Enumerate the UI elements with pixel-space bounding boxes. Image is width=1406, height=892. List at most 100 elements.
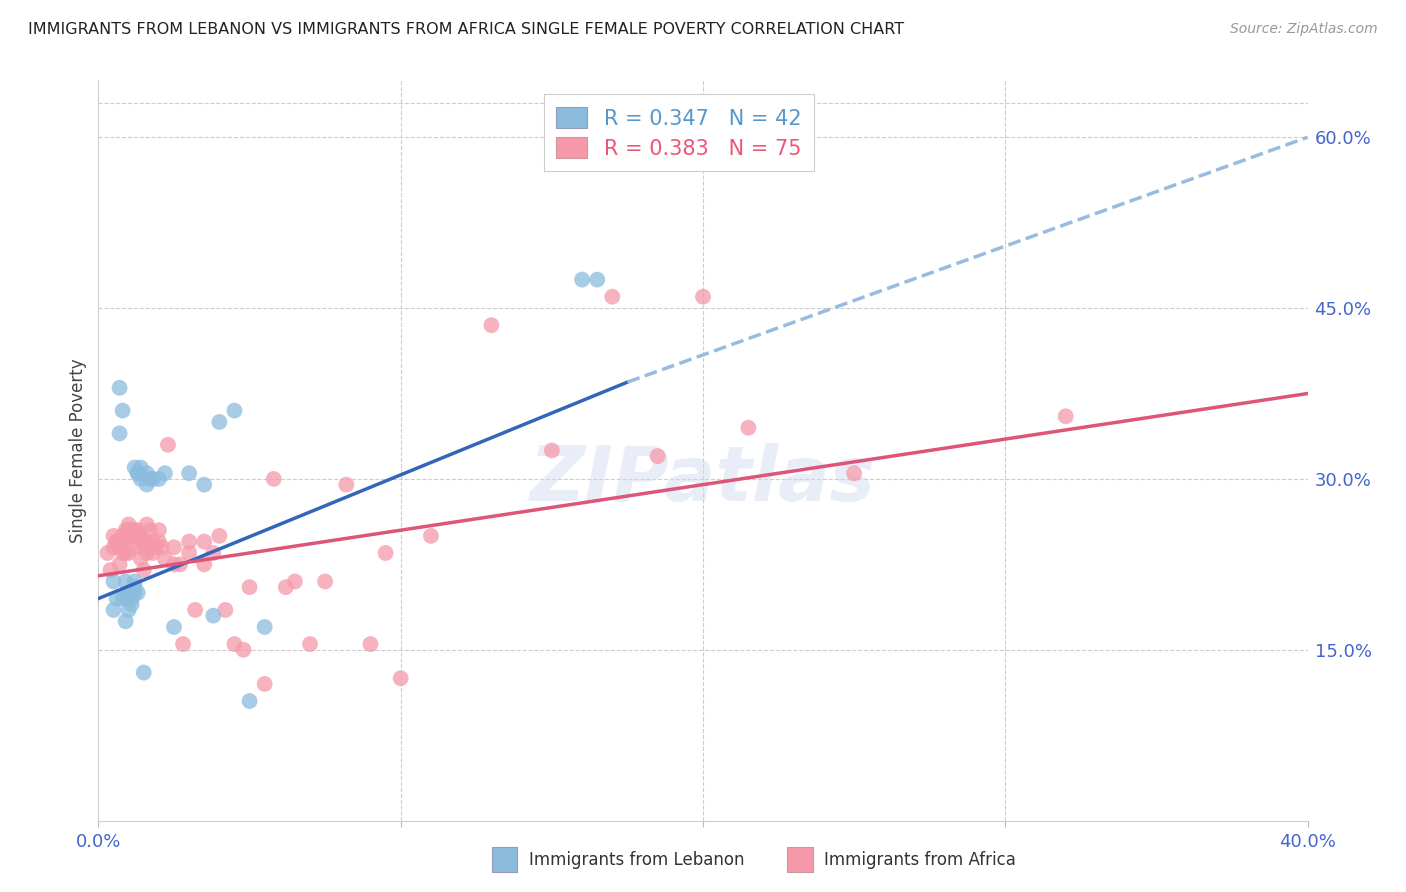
- Point: [114, 591, 136, 606]
- Point: [169, 558, 191, 572]
- Point: [118, 517, 141, 532]
- Point: [135, 546, 157, 560]
- Text: Immigrants from Africa: Immigrants from Africa: [824, 851, 1015, 869]
- Point: [132, 541, 155, 555]
- Point: [142, 472, 165, 486]
- Point: [103, 541, 125, 555]
- Point: [103, 529, 125, 543]
- Point: [253, 620, 276, 634]
- Point: [224, 637, 246, 651]
- Text: Immigrants from Lebanon: Immigrants from Lebanon: [529, 851, 744, 869]
- Point: [118, 586, 141, 600]
- Point: [121, 597, 143, 611]
- Point: [193, 534, 215, 549]
- Point: [111, 529, 134, 543]
- Point: [139, 541, 162, 555]
- Point: [114, 615, 136, 629]
- Text: ZIPatlas: ZIPatlas: [530, 443, 876, 517]
- Point: [111, 591, 134, 606]
- Point: [114, 546, 136, 560]
- Point: [139, 523, 162, 537]
- Point: [172, 637, 194, 651]
- Point: [193, 558, 215, 572]
- Point: [239, 580, 262, 594]
- Point: [108, 381, 131, 395]
- Point: [150, 541, 173, 555]
- Point: [129, 551, 152, 566]
- Point: [163, 541, 186, 555]
- Point: [118, 546, 141, 560]
- Point: [111, 541, 134, 555]
- Point: [179, 546, 201, 560]
- Point: [118, 586, 141, 600]
- Point: [142, 546, 165, 560]
- Point: [163, 620, 186, 634]
- Point: [127, 467, 149, 481]
- Legend: R = 0.347   N = 42, R = 0.383   N = 75: R = 0.347 N = 42, R = 0.383 N = 75: [544, 95, 814, 171]
- Point: [114, 574, 136, 589]
- Point: [263, 472, 285, 486]
- Point: [153, 467, 176, 481]
- Point: [284, 574, 307, 589]
- Point: [108, 541, 131, 555]
- Point: [208, 529, 231, 543]
- Point: [127, 523, 149, 537]
- Point: [135, 517, 157, 532]
- Point: [602, 290, 624, 304]
- Point: [389, 671, 412, 685]
- Point: [145, 541, 167, 555]
- Point: [124, 580, 146, 594]
- Point: [360, 637, 382, 651]
- Point: [96, 546, 118, 560]
- Point: [124, 460, 146, 475]
- Point: [105, 534, 128, 549]
- Point: [103, 574, 125, 589]
- Point: [127, 586, 149, 600]
- Point: [540, 443, 562, 458]
- Text: IMMIGRANTS FROM LEBANON VS IMMIGRANTS FROM AFRICA SINGLE FEMALE POVERTY CORRELAT: IMMIGRANTS FROM LEBANON VS IMMIGRANTS FR…: [28, 22, 904, 37]
- Point: [481, 318, 503, 333]
- Point: [647, 449, 669, 463]
- Point: [127, 467, 149, 481]
- Point: [118, 523, 141, 537]
- Point: [156, 438, 179, 452]
- Point: [692, 290, 714, 304]
- Point: [100, 563, 122, 577]
- Point: [124, 574, 146, 589]
- Point: [135, 467, 157, 481]
- Point: [135, 534, 157, 549]
- Point: [420, 529, 443, 543]
- Point: [224, 403, 246, 417]
- Point: [314, 574, 336, 589]
- Point: [844, 467, 866, 481]
- Point: [103, 603, 125, 617]
- Point: [299, 637, 322, 651]
- Point: [202, 546, 225, 560]
- Point: [129, 472, 152, 486]
- Point: [148, 534, 170, 549]
- Point: [124, 523, 146, 537]
- Point: [586, 272, 609, 286]
- Point: [118, 529, 141, 543]
- Point: [129, 460, 152, 475]
- Text: Source: ZipAtlas.com: Source: ZipAtlas.com: [1230, 22, 1378, 37]
- Point: [184, 603, 207, 617]
- Point: [114, 523, 136, 537]
- Point: [214, 603, 236, 617]
- Point: [1054, 409, 1077, 424]
- Point: [135, 477, 157, 491]
- Point: [571, 272, 593, 286]
- Point: [737, 420, 759, 434]
- Point: [139, 472, 162, 486]
- Point: [111, 546, 134, 560]
- Point: [208, 415, 231, 429]
- Point: [153, 551, 176, 566]
- Point: [163, 558, 186, 572]
- Point: [127, 534, 149, 549]
- Point: [179, 534, 201, 549]
- Point: [193, 477, 215, 491]
- Point: [118, 591, 141, 606]
- Point: [105, 534, 128, 549]
- Point: [374, 546, 396, 560]
- Point: [108, 558, 131, 572]
